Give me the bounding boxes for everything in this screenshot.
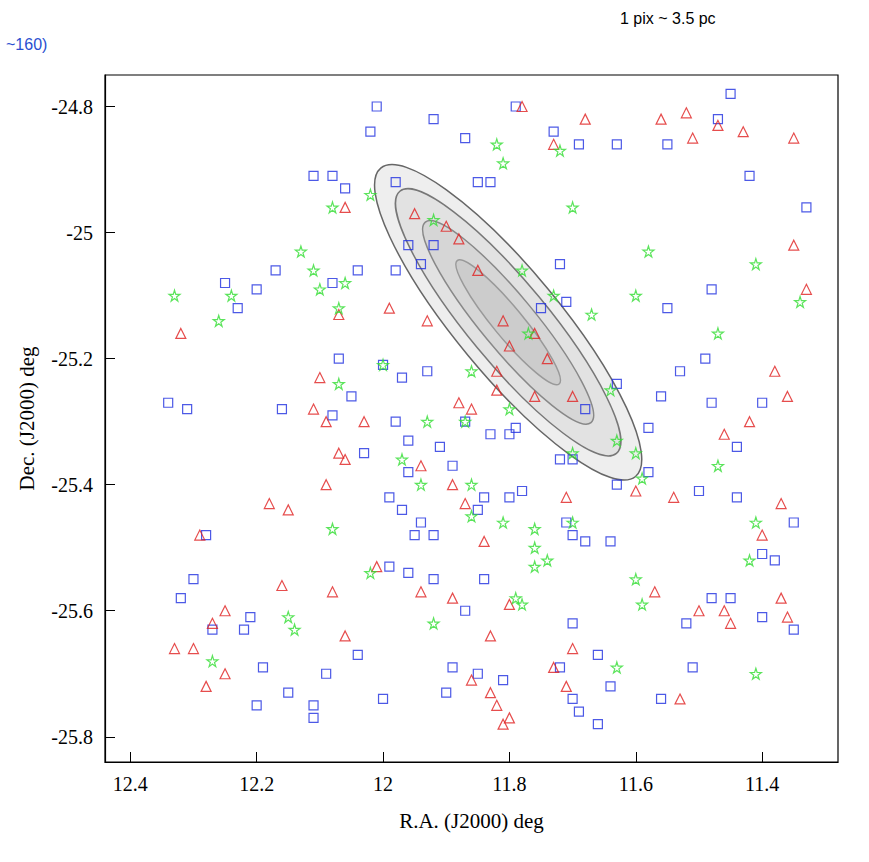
svg-text:Dec. (J2000) deg: Dec. (J2000) deg bbox=[15, 346, 39, 491]
svg-text:-25.6: -25.6 bbox=[51, 600, 93, 622]
svg-text:1 pix ~ 3.5 pc: 1 pix ~ 3.5 pc bbox=[620, 10, 716, 27]
svg-text:11.6: 11.6 bbox=[619, 773, 653, 795]
svg-text:12.2: 12.2 bbox=[239, 773, 274, 795]
svg-text:11.8: 11.8 bbox=[492, 773, 526, 795]
svg-text:-25: -25 bbox=[66, 222, 93, 244]
svg-text:-25.8: -25.8 bbox=[51, 726, 93, 748]
svg-text:-25.4: -25.4 bbox=[51, 474, 93, 496]
svg-text:~160): ~160) bbox=[6, 36, 47, 53]
svg-text:-24.8: -24.8 bbox=[51, 96, 93, 118]
svg-text:11.4: 11.4 bbox=[745, 773, 779, 795]
svg-text:-25.2: -25.2 bbox=[51, 348, 93, 370]
svg-text:R.A. (J2000) deg: R.A. (J2000) deg bbox=[399, 809, 544, 833]
svg-text:12: 12 bbox=[373, 773, 393, 795]
svg-text:12.4: 12.4 bbox=[113, 773, 148, 795]
